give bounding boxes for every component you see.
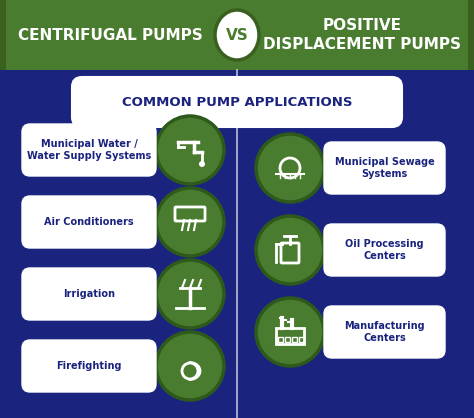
Circle shape xyxy=(156,260,224,328)
Text: POSITIVE
DISPLACEMENT PUMPS: POSITIVE DISPLACEMENT PUMPS xyxy=(263,18,461,52)
Text: Oil Processing
Centers: Oil Processing Centers xyxy=(345,239,424,261)
FancyBboxPatch shape xyxy=(324,224,445,276)
Circle shape xyxy=(199,161,205,167)
FancyBboxPatch shape xyxy=(324,306,445,358)
Text: Irrigation: Irrigation xyxy=(63,289,115,299)
Text: Manufacturing
Centers: Manufacturing Centers xyxy=(344,321,425,344)
FancyBboxPatch shape xyxy=(22,340,156,392)
FancyBboxPatch shape xyxy=(0,0,474,70)
FancyBboxPatch shape xyxy=(22,268,156,320)
Circle shape xyxy=(256,298,324,366)
Text: Firefighting: Firefighting xyxy=(56,361,122,371)
Circle shape xyxy=(256,216,324,284)
Ellipse shape xyxy=(215,10,259,60)
Text: Municipal Water /
Water Supply Systems: Municipal Water / Water Supply Systems xyxy=(27,139,151,161)
FancyBboxPatch shape xyxy=(72,77,402,127)
FancyBboxPatch shape xyxy=(22,196,156,248)
Text: COMMON PUMP APPLICATIONS: COMMON PUMP APPLICATIONS xyxy=(122,95,352,109)
Text: CENTRIFUGAL PUMPS: CENTRIFUGAL PUMPS xyxy=(18,28,202,43)
FancyBboxPatch shape xyxy=(324,142,445,194)
Text: Municipal Sewage
Systems: Municipal Sewage Systems xyxy=(335,157,434,179)
Text: Air Conditioners: Air Conditioners xyxy=(44,217,134,227)
Text: VS: VS xyxy=(226,28,248,43)
FancyBboxPatch shape xyxy=(468,0,474,70)
FancyBboxPatch shape xyxy=(22,124,156,176)
Circle shape xyxy=(156,332,224,400)
Circle shape xyxy=(156,188,224,256)
Circle shape xyxy=(156,116,224,184)
FancyBboxPatch shape xyxy=(0,0,6,70)
Circle shape xyxy=(256,134,324,202)
